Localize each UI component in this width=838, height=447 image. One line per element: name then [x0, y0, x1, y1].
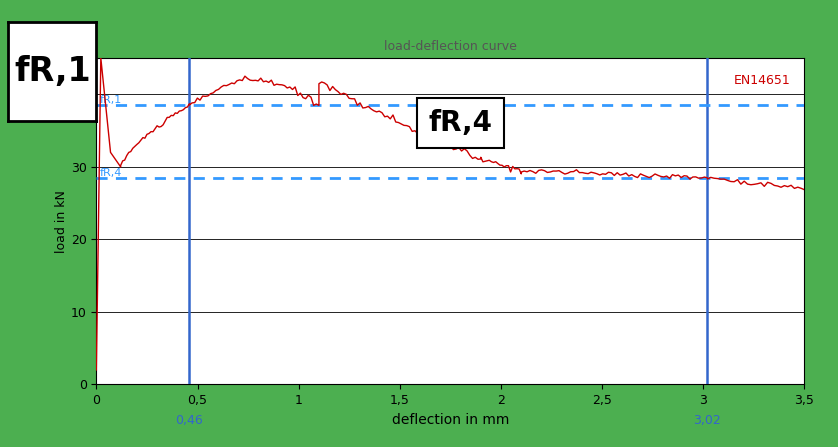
Text: fR,1: fR,1	[14, 55, 91, 88]
Y-axis label: load in kN: load in kN	[55, 190, 68, 253]
Text: 0,46: 0,46	[175, 414, 204, 427]
Title: load-deflection curve: load-deflection curve	[384, 40, 517, 53]
Text: fR,4: fR,4	[100, 168, 122, 178]
Text: fR,4: fR,4	[428, 110, 493, 137]
Text: fR,1: fR,1	[100, 95, 122, 105]
X-axis label: deflection in mm: deflection in mm	[391, 413, 510, 427]
Text: 3,02: 3,02	[694, 414, 722, 427]
Text: EN14651: EN14651	[733, 75, 790, 88]
